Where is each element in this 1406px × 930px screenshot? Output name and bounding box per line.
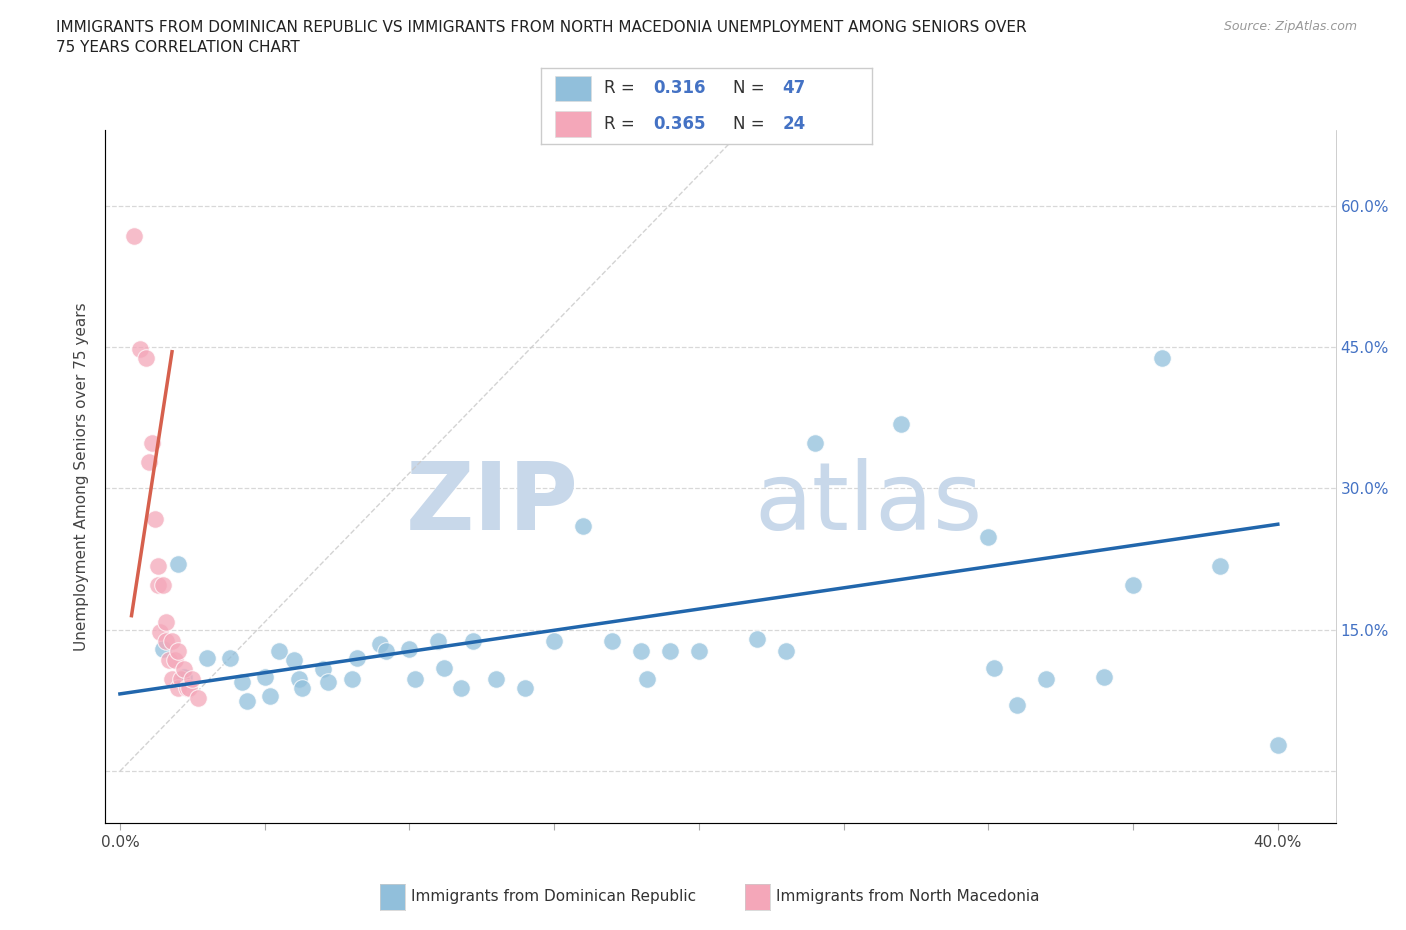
Text: R =: R = [605,114,636,133]
Point [166,644,188,658]
Point [259,688,281,703]
Point [187,690,209,705]
Point [515,681,537,696]
Bar [554,111,591,137]
Point [195,651,218,666]
Point [146,578,169,592]
Point [160,671,183,686]
Point [572,519,595,534]
Point [370,636,392,651]
Point [600,633,623,648]
Point [231,674,253,689]
Point [146,558,169,573]
Point [288,671,311,686]
Point [181,671,204,686]
Point [179,681,201,696]
Point [149,624,172,639]
Text: 0.316: 0.316 [654,79,706,98]
Text: Immigrants from Dominican Republic: Immigrants from Dominican Republic [411,889,696,904]
Point [427,633,450,648]
Point [1035,671,1057,686]
Point [166,681,188,696]
Point [461,633,484,648]
Point [1209,558,1232,573]
Point [688,644,710,658]
Point [138,455,160,470]
Text: 0.365: 0.365 [654,114,706,133]
Point [236,693,259,708]
Text: Immigrants from North Macedonia: Immigrants from North Macedonia [776,889,1039,904]
Text: N =: N = [733,79,765,98]
Point [1007,698,1029,712]
Text: N =: N = [733,114,765,133]
Point [311,662,333,677]
Point [291,681,314,696]
Text: Source: ZipAtlas.com: Source: ZipAtlas.com [1223,20,1357,33]
Point [152,578,174,592]
Text: 47: 47 [783,79,806,98]
Point [269,644,291,658]
Point [163,653,186,668]
Point [890,417,912,432]
Point [375,644,398,658]
Point [485,671,508,686]
Point [803,436,825,451]
Point [450,681,472,696]
Text: R =: R = [605,79,636,98]
Point [658,644,681,658]
Point [166,556,188,571]
Text: IMMIGRANTS FROM DOMINICAN REPUBLIC VS IMMIGRANTS FROM NORTH MACEDONIA UNEMPLOYME: IMMIGRANTS FROM DOMINICAN REPUBLIC VS IM… [56,20,1026,35]
Point [157,653,180,668]
Point [398,641,420,656]
Point [170,671,193,686]
Text: 75 YEARS CORRELATION CHART: 75 YEARS CORRELATION CHART [56,40,299,55]
Point [129,341,152,356]
Point [983,660,1005,675]
Point [318,674,340,689]
Point [346,651,368,666]
Point [155,633,177,648]
Point [141,436,163,451]
Point [775,644,797,658]
Point [1122,578,1144,592]
Point [160,633,183,648]
Point [340,671,363,686]
Point [404,671,426,686]
Point [745,631,768,646]
Point [124,229,146,244]
Point [1150,351,1173,365]
Point [143,512,166,526]
Point [253,670,276,684]
Point [135,351,157,365]
Point [977,530,1000,545]
Point [636,671,658,686]
Point [173,670,195,684]
Y-axis label: Unemployment Among Seniors over 75 years: Unemployment Among Seniors over 75 years [75,302,90,651]
Point [219,651,242,666]
Bar [554,75,591,101]
Point [1267,737,1289,752]
Text: ZIP: ZIP [406,458,579,551]
Point [173,662,195,677]
Point [433,660,456,675]
Text: 24: 24 [783,114,806,133]
Point [543,633,565,648]
Point [176,681,198,696]
Point [152,641,174,656]
Text: atlas: atlas [754,458,983,551]
Point [1092,670,1115,684]
Point [283,653,305,668]
Point [155,615,177,630]
Point [630,644,652,658]
